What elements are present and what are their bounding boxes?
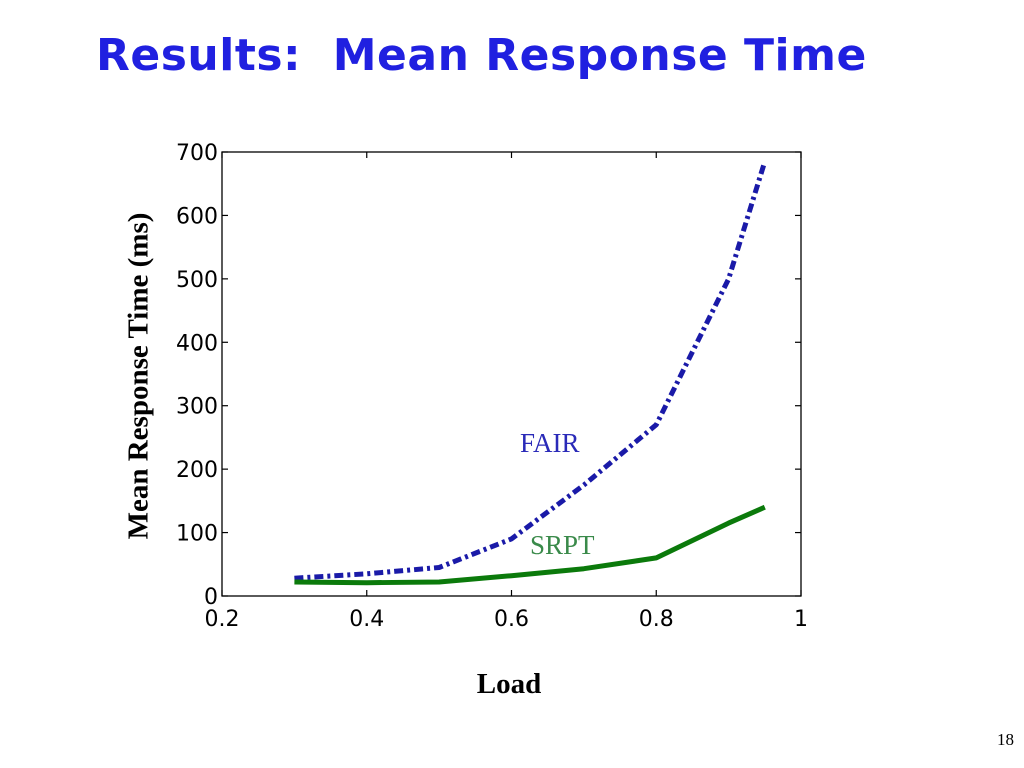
y-tick-label: 500 bbox=[176, 268, 218, 293]
x-axis-label: Load bbox=[476, 668, 542, 700]
page-number: 18 bbox=[997, 730, 1014, 749]
x-tick-label: 0.8 bbox=[639, 607, 674, 632]
y-tick-label: 600 bbox=[176, 204, 218, 229]
slide-title: Results: Mean Response Time bbox=[96, 30, 867, 81]
plot-frame bbox=[221, 151, 802, 597]
y-axis-label: Mean Response Time (ms) bbox=[122, 212, 155, 540]
series-label-fair: FAIR bbox=[520, 428, 580, 458]
axis-tick-labels: 0.2 0.4 0.6 0.8 1 0 100 200 300 400 500 600 700 bbox=[176, 141, 808, 632]
y-tick-label: 700 bbox=[176, 141, 218, 166]
axis-ticks bbox=[221, 151, 802, 597]
x-tick-label: 0.6 bbox=[494, 607, 529, 632]
x-tick-label: 0.2 bbox=[205, 607, 240, 632]
x-tick-label: 1 bbox=[794, 607, 808, 632]
series-line-srpt bbox=[294, 504, 766, 586]
y-tick-label: 200 bbox=[176, 458, 218, 483]
series-line-fair bbox=[294, 160, 768, 581]
y-tick-label: 100 bbox=[176, 522, 218, 547]
y-tick-label: 400 bbox=[176, 331, 218, 356]
x-tick-label: 0.4 bbox=[349, 607, 384, 632]
y-tick-label: 0 bbox=[204, 585, 218, 610]
series-lines bbox=[294, 160, 768, 586]
y-tick-label: 300 bbox=[176, 395, 218, 420]
series-label-srpt: SRPT bbox=[530, 530, 595, 560]
